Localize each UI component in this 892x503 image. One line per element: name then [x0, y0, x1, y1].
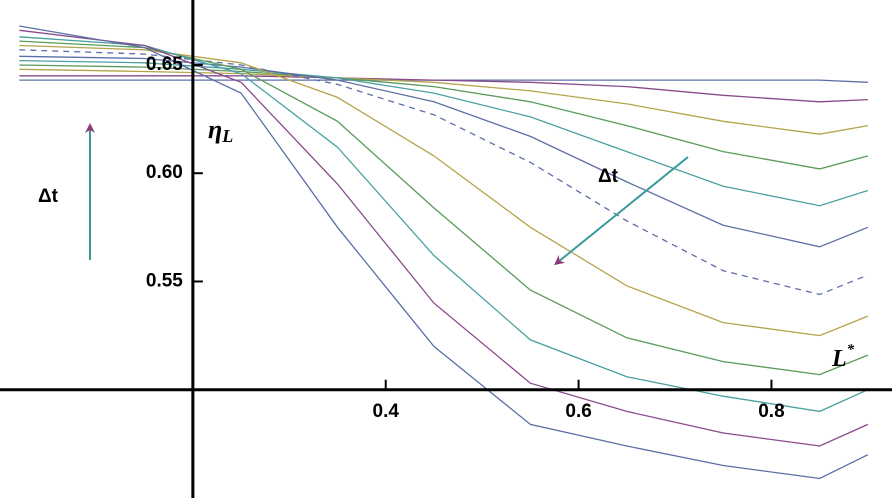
y-label-sub: L: [221, 126, 233, 146]
annotation: Δt: [598, 166, 619, 187]
x-tick-label: 0.8: [758, 401, 784, 422]
x-label-main: L: [831, 346, 847, 372]
curve: [19, 68, 869, 135]
y-tick-label: 0.65: [146, 54, 183, 75]
y-label-main: η: [208, 115, 222, 144]
curve: [19, 44, 869, 337]
curve: [19, 25, 869, 480]
curve: [19, 29, 869, 447]
y-tick-label: 0.60: [146, 162, 183, 183]
x-tick-label: 0.4: [373, 401, 400, 422]
x-tick-label: 0.6: [565, 401, 591, 422]
y-axis-label: ηL: [208, 115, 233, 146]
y-tick-label: 0.55: [146, 270, 183, 291]
x-axis-label: L*: [831, 342, 855, 371]
delta-arrow-diag: [554, 156, 689, 266]
curve: [19, 59, 869, 207]
x-label-sup: *: [847, 342, 855, 358]
curve: [19, 55, 869, 248]
curve: [19, 49, 869, 296]
curve: [19, 36, 869, 413]
annotation: Δt: [38, 186, 59, 207]
